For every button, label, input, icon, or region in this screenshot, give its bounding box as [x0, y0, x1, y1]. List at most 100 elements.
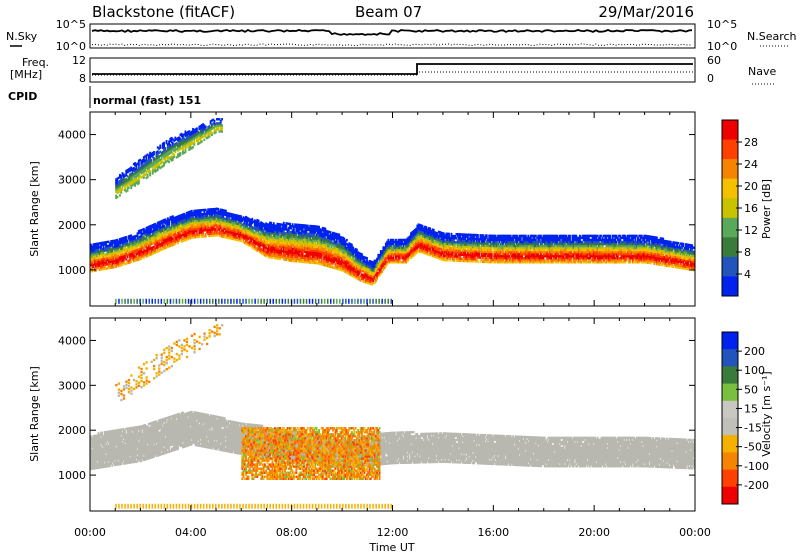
power-cell-4355 — [493, 251, 496, 254]
power-cell-26 — [92, 265, 95, 268]
power-cell-3245 — [378, 260, 381, 263]
power-cell-926 — [179, 232, 182, 235]
power-cell-4645 — [521, 244, 523, 248]
power-cell-1240 — [209, 224, 212, 227]
power-cell-3558 — [413, 243, 416, 246]
power-cell-3268 — [381, 254, 384, 257]
power-cell-3710 — [427, 233, 430, 236]
power-cell-1631 — [248, 230, 251, 233]
power-cell-2475 — [313, 239, 315, 242]
power-cell-2013 — [280, 245, 283, 249]
power-cell-4556 — [512, 240, 515, 244]
power-cell-1844 — [267, 239, 270, 243]
power-cell-2474 — [313, 241, 315, 244]
power-cell-2665 — [327, 256, 329, 260]
power-cell-3188 — [372, 277, 375, 280]
power-cell-545 — [144, 249, 147, 253]
power-cell-2023 — [280, 223, 283, 226]
power-cell-2629 — [324, 256, 327, 259]
power-cell-4830 — [538, 238, 541, 242]
power-cell-4242 — [480, 234, 483, 237]
power-cell-1464 — [231, 213, 234, 216]
power-cell-2647 — [325, 258, 328, 261]
power-cell-861 — [173, 235, 176, 238]
power-cell-4937 — [550, 257, 552, 260]
power-cell-4786 — [534, 253, 537, 256]
power-cell-3743 — [431, 246, 434, 250]
power-cell-1678 — [253, 243, 256, 247]
power-cell-4613 — [518, 255, 521, 258]
power-cell-428 — [132, 253, 135, 257]
power-cell-4942 — [550, 246, 552, 250]
power-cell-4859 — [542, 259, 545, 262]
power-cell-206 — [110, 256, 113, 259]
power-cell-4209 — [476, 238, 479, 241]
power-cell-3070 — [359, 271, 362, 274]
power-cell-741 — [161, 229, 164, 232]
power-cell-4203 — [476, 252, 479, 255]
power-cell-256 — [115, 255, 118, 258]
power-cell-3150 — [367, 261, 370, 264]
power-cell-2425 — [309, 228, 312, 232]
power-cell-2634 — [324, 245, 327, 249]
power-cell-1866 — [269, 229, 271, 233]
power-cell-2171 — [291, 235, 294, 238]
power-cell-706 — [159, 249, 162, 252]
power-cell-2049 — [282, 236, 285, 239]
power-cell-715 — [159, 228, 162, 232]
power-cell-2123 — [287, 226, 290, 230]
power-cell-3997 — [456, 247, 459, 250]
power-cell-1005 — [187, 231, 189, 235]
power-cell-812 — [168, 227, 170, 230]
power-cell-606 — [149, 233, 152, 236]
power-cell-800 — [166, 221, 169, 224]
power-cell-1775 — [261, 222, 264, 225]
power-cell-704 — [158, 223, 160, 226]
power-cell-3501 — [407, 244, 410, 247]
power-cell-4557 — [512, 238, 515, 242]
power-cell-4656 — [522, 244, 525, 248]
power-cell-1712 — [256, 229, 259, 232]
power-cell-23 — [91, 249, 94, 252]
power-cell-2489 — [314, 249, 317, 252]
power-cell-719 — [159, 220, 162, 223]
power-cell-1675 — [252, 220, 255, 223]
power-cell-1040 — [189, 216, 192, 219]
power-cell-2001 — [279, 237, 281, 240]
power-cell-4319 — [489, 254, 492, 258]
power-cell-571 — [146, 250, 149, 253]
power-cell-2703 — [329, 249, 332, 252]
power-cell-3362 — [392, 261, 395, 264]
power-cell-289 — [117, 242, 120, 245]
power-cell-2184 — [292, 243, 295, 246]
power-cell-824 — [169, 230, 172, 233]
power-cell-4813 — [537, 248, 540, 252]
power-cell-4091 — [465, 239, 468, 242]
power-cell-4815 — [537, 244, 540, 248]
power-cell-475 — [137, 258, 140, 261]
power-cell-3489 — [406, 245, 409, 249]
power-cell-770 — [164, 228, 167, 231]
power-cell-617 — [150, 238, 153, 242]
power-cell-4226 — [479, 246, 482, 249]
power-cell-748 — [163, 245, 165, 248]
power-cell-990 — [185, 234, 188, 237]
power-cell-4346 — [492, 240, 494, 244]
power-cell-1326 — [218, 234, 221, 237]
power-cell-4476 — [504, 242, 507, 246]
power-cell-2364 — [305, 242, 308, 246]
power-cell-259 — [115, 249, 118, 252]
power-cell-4877 — [543, 246, 546, 250]
power-cell-262 — [115, 243, 118, 246]
power-cell-3545 — [412, 244, 415, 247]
power-cell-329 — [121, 239, 124, 242]
power-cell-1015 — [187, 211, 189, 214]
power-cell-2480 — [313, 229, 315, 232]
power-cell-1773 — [261, 226, 264, 229]
power-cell-922 — [178, 216, 181, 220]
power-cell-1945 — [275, 244, 278, 248]
power-cell-2448 — [311, 255, 314, 258]
power-cell-4582 — [514, 240, 517, 244]
power-cell-957 — [182, 219, 184, 222]
power-cell-712 — [159, 234, 162, 238]
